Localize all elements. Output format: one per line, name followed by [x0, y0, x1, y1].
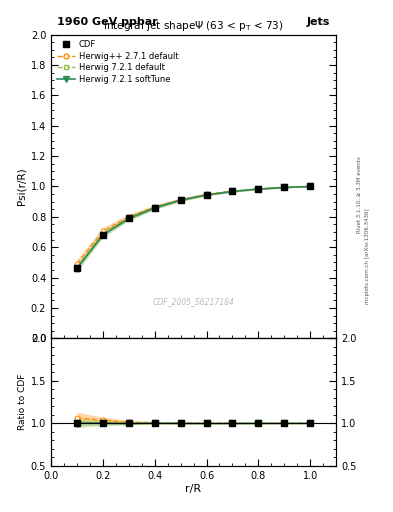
Y-axis label: Psi(r/R): Psi(r/R)	[17, 167, 27, 205]
Text: Jets: Jets	[307, 17, 330, 27]
Legend: CDF, Herwig++ 2.7.1 default, Herwig 7.2.1 default, Herwig 7.2.1 softTune: CDF, Herwig++ 2.7.1 default, Herwig 7.2.…	[55, 39, 180, 86]
Y-axis label: Ratio to CDF: Ratio to CDF	[18, 374, 27, 430]
X-axis label: r/R: r/R	[185, 483, 202, 494]
Text: mcplots.cern.ch [arXiv:1306.3436]: mcplots.cern.ch [arXiv:1306.3436]	[365, 208, 370, 304]
Text: 1960 GeV ppbar: 1960 GeV ppbar	[57, 17, 158, 27]
Text: CDF_2005_S6217184: CDF_2005_S6217184	[152, 297, 235, 306]
Text: Rivet 3.1.10, ≥ 3.3M events: Rivet 3.1.10, ≥ 3.3M events	[357, 156, 362, 233]
Title: Integral jet shape$\Psi$ (63 < p$_\mathrm{T}$ < 73): Integral jet shape$\Psi$ (63 < p$_\mathr…	[103, 19, 284, 33]
